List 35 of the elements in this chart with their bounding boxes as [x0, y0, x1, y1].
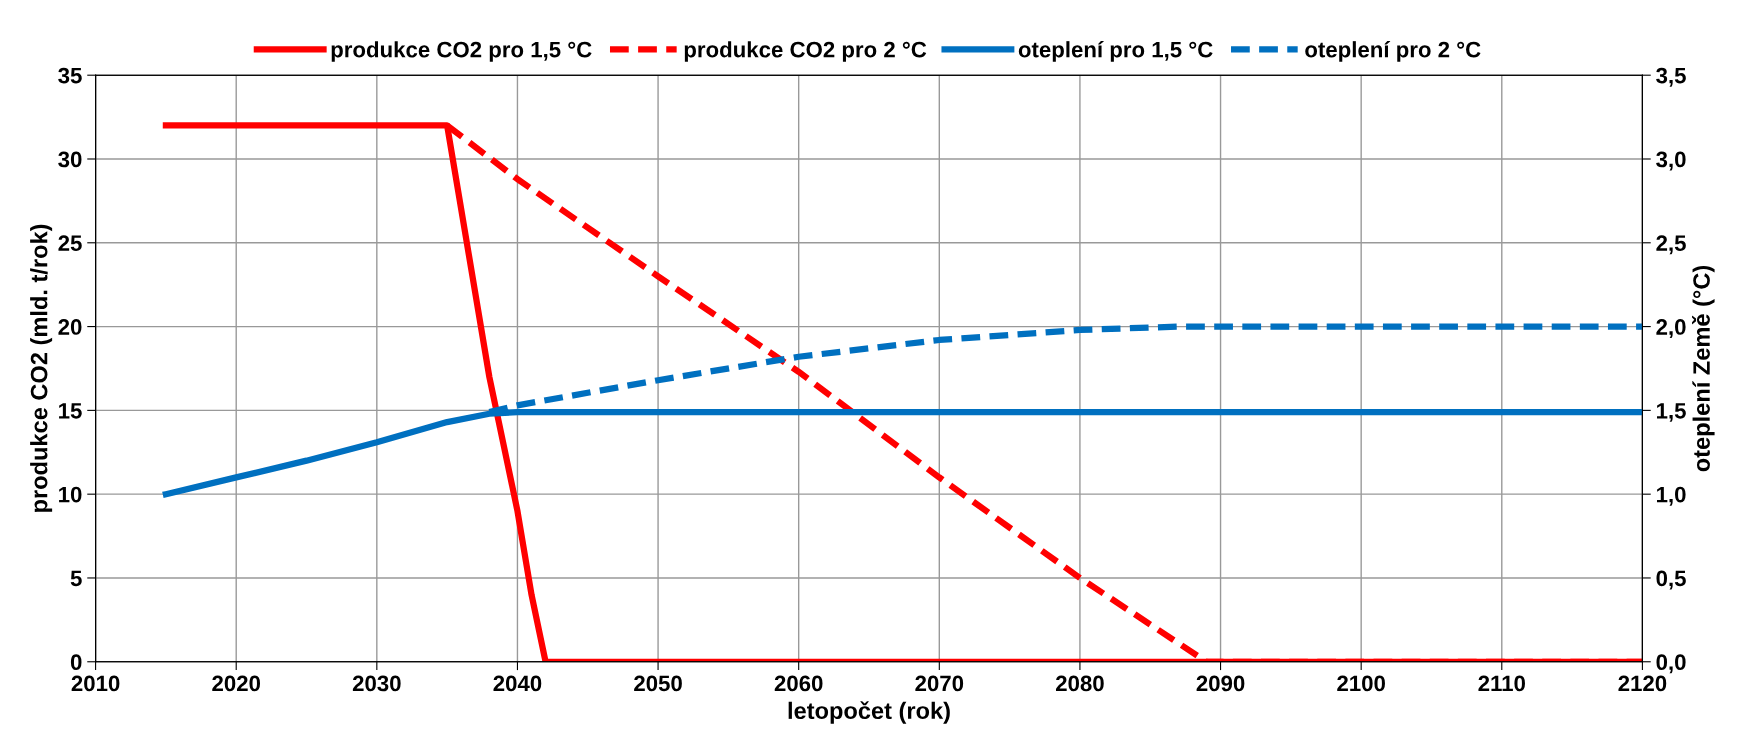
y2-tick-label: 3,5 — [1656, 67, 1686, 87]
x-tick-label: 2110 — [1478, 675, 1525, 692]
x-tick-label: 2010 — [71, 675, 120, 692]
y2-tick-label: 0,0 — [1656, 654, 1686, 674]
legend-label: produkce CO2 pro 2 °C — [684, 41, 927, 62]
x-axis-title: letopočet (rok) — [788, 701, 950, 724]
y-tick-label: 10 — [59, 486, 82, 503]
y2-axis-title: oteplení Země (°C) — [1692, 265, 1715, 472]
x-tick-label: 2090 — [1196, 675, 1245, 692]
y2-tick-label: 2,5 — [1656, 235, 1686, 255]
legend-label: produkce CO2 pro 1,5 °C — [331, 41, 592, 62]
y2-tick-label: 3,0 — [1656, 151, 1686, 171]
y-tick-label: 5 — [70, 570, 82, 587]
legend-label: oteplení pro 1,5 °C — [1018, 40, 1213, 62]
y-tick-label: 25 — [58, 235, 82, 252]
x-tick-label: 2050 — [634, 675, 682, 692]
x-tick-label: 2030 — [352, 675, 401, 692]
x-tick-label: 2100 — [1337, 675, 1385, 692]
y2-tick-label: 1,5 — [1657, 403, 1686, 422]
y2-tick-label: 2,0 — [1656, 319, 1686, 339]
y-tick-label: 30 — [58, 151, 82, 168]
y2-tick-label: 1,0 — [1657, 486, 1686, 506]
x-tick-label: 2080 — [1055, 675, 1104, 692]
y-tick-label: 15 — [59, 403, 82, 419]
legend-label: oteplení pro 2 °C — [1305, 40, 1481, 62]
y-tick-label: 20 — [58, 319, 82, 335]
x-tick-label: 2120 — [1618, 675, 1667, 692]
x-tick-label: 2020 — [212, 675, 261, 692]
y2-tick-label: 0,5 — [1656, 570, 1686, 590]
y-tick-label: 0 — [70, 654, 82, 671]
x-tick-label: 2040 — [493, 675, 542, 692]
x-tick-label: 2060 — [774, 675, 823, 692]
y-axis-title: produkce CO2 (mld. t/rok) — [30, 224, 53, 512]
x-tick-label: 2070 — [915, 675, 964, 692]
y-tick-label: 35 — [58, 67, 82, 84]
